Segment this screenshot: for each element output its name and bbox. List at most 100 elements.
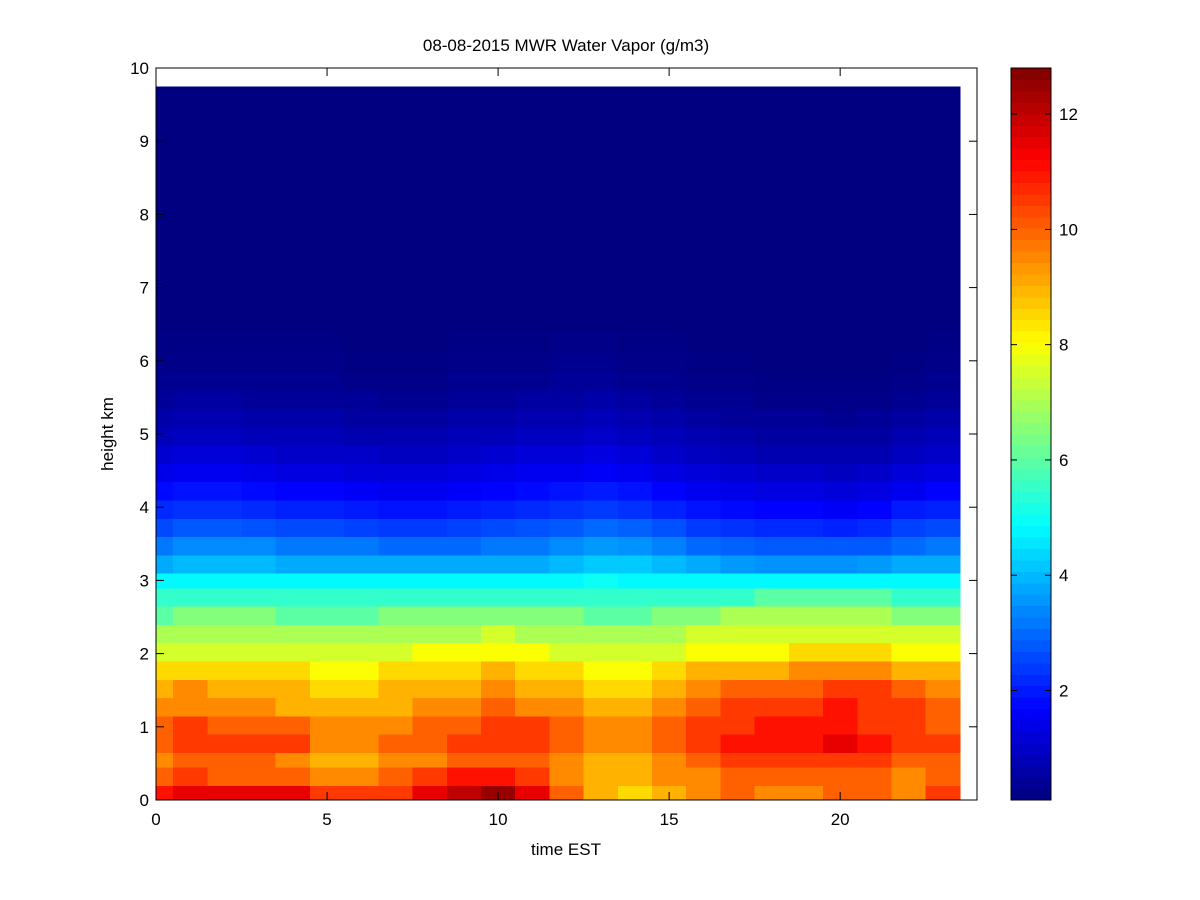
heatmap-cell [925,251,961,289]
heatmap-cell [241,86,277,142]
heatmap-cell [207,554,243,574]
heatmap-cell [686,679,722,699]
heatmap-cell [480,177,516,215]
heatmap-cell [515,309,550,333]
heatmap-cell [686,251,722,289]
colorbar-band [1011,662,1051,675]
heatmap-cell [788,287,824,311]
heatmap-cell [344,141,379,179]
y-tick-label: 0 [140,791,149,810]
heatmap-cell [412,536,448,556]
heatmap-cell [207,353,243,373]
heatmap-cell [652,536,687,556]
heatmap-cell [617,426,653,446]
heatmap-cell [686,390,722,409]
heatmap-cell [173,463,208,483]
heatmap-cell [617,371,653,391]
heatmap-cell [549,408,585,428]
heatmap-cell [515,642,550,662]
y-tick-label: 3 [140,571,149,590]
heatmap-cell [515,587,550,607]
heatmap-cell [754,251,790,289]
heatmap-cell [686,554,722,574]
heatmap-cell [241,309,277,333]
heatmap-cell [309,642,345,662]
heatmap-cell [549,463,585,483]
heatmap-cell [652,752,687,768]
heatmap-cell [754,499,790,519]
heatmap-cell [515,214,550,252]
heatmap-cell [857,767,893,786]
heatmap-cell [480,715,516,735]
heatmap-cell [412,587,448,607]
heatmap-cell [891,715,927,735]
heatmap-cell [275,390,311,409]
heatmap-cell [549,624,585,644]
heatmap-cell [823,606,858,625]
colorbar-band [1011,68,1051,81]
heatmap-cell [686,177,722,215]
heatmap-cell [241,606,277,625]
heatmap-cell [891,660,927,680]
heatmap-cell [412,481,448,501]
heatmap-cell [549,390,585,409]
heatmap-cell [173,408,208,428]
heatmap-cell [788,371,824,391]
x-tick-label: 5 [322,810,331,829]
heatmap-cell [686,481,722,501]
y-tick-label: 2 [140,645,149,664]
heatmap-cell [549,331,585,355]
heatmap-cell [173,499,208,519]
heatmap-cell [823,573,858,589]
colorbar-band [1011,331,1051,344]
heatmap-cell [583,554,619,574]
heatmap-cell [720,251,756,289]
heatmap-cell [344,177,379,215]
heatmap-cell [480,573,516,589]
heatmap-cell [378,660,414,680]
heatmap-cell [480,587,516,607]
heatmap-cell [480,767,516,786]
heatmap-cell [788,752,824,768]
heatmap-cell [754,463,790,483]
y-tick-label: 9 [140,132,149,151]
heatmap-cell [583,606,619,625]
colorbar-tick-label: 2 [1059,681,1068,700]
heatmap-cell [173,785,208,801]
colorbar-band [1011,296,1051,309]
heatmap-cell [583,141,619,179]
heatmap-cell [925,660,961,680]
heatmap-cell [207,715,243,735]
heatmap-cell [925,481,961,501]
heatmap-cell [173,353,208,373]
heatmap-cell [241,587,277,607]
heatmap-cell [617,715,653,735]
heatmap-cell [241,499,277,519]
heatmap-cell [720,573,756,589]
heatmap-cell [412,214,448,252]
heatmap-cell [156,390,174,409]
colorbar-band [1011,102,1051,115]
heatmap-cell [309,251,345,289]
heatmap-cell [378,481,414,501]
heatmap-cell [173,642,208,662]
heatmap-cell [891,331,927,355]
colorbar-band [1011,594,1051,607]
heatmap-cell [617,390,653,409]
y-tick-label: 7 [140,279,149,298]
colorbar-band [1011,468,1051,481]
heatmap-cell [156,697,174,717]
heatmap-cell [549,251,585,289]
colorbar-band [1011,628,1051,641]
heatmap-cell [823,518,858,538]
heatmap-cell [275,767,311,786]
colorbar-band [1011,399,1051,412]
heatmap-cell [156,331,174,355]
heatmap-cell [754,785,790,801]
heatmap-cell [583,642,619,662]
heatmap-cell [925,554,961,574]
heatmap-cell [446,499,482,519]
heatmap-cell [309,287,345,311]
heatmap-cell [378,536,414,556]
heatmap-cell [156,624,174,644]
